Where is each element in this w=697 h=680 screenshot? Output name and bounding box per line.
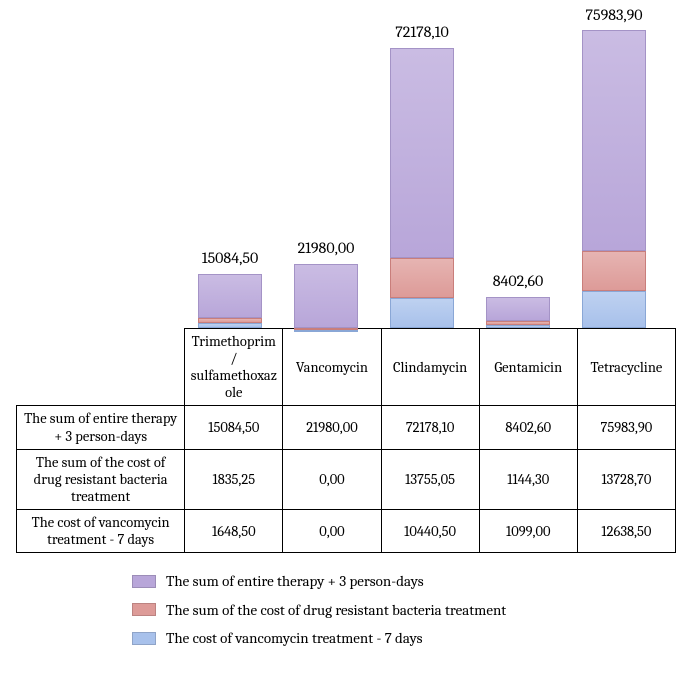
bar-segment (486, 297, 550, 321)
table-corner-blank (17, 329, 185, 406)
table-row: The sum of entire therapy + 3 person-day… (17, 406, 676, 449)
table-cell: 13755,05 (381, 449, 479, 509)
bar-segment (294, 330, 358, 332)
bar-segment (198, 323, 262, 328)
legend-item: The sum of entire therapy + 3 person-day… (132, 567, 679, 596)
legend: The sum of entire therapy + 3 person-day… (132, 567, 679, 653)
bar-segment (486, 325, 550, 328)
bar-data-label: 75983,90 (585, 7, 642, 31)
table-cell: 12638,50 (577, 509, 675, 552)
data-table: Trimethoprim/ sulfamethoxazoleVancomycin… (16, 328, 676, 553)
table-cell: 1835,25 (185, 449, 283, 509)
table-row: The sum of the cost of drug resistant ba… (17, 449, 676, 509)
bar-segment (390, 48, 454, 258)
bar-data-label: 8402,60 (493, 273, 544, 297)
table-column-header: Gentamicin (479, 329, 577, 406)
table-cell: 75983,90 (577, 406, 675, 449)
table-cell: 13728,70 (577, 449, 675, 509)
bar-data-label: 15084,50 (202, 250, 258, 274)
bar-segment (390, 298, 454, 328)
bar-segment (582, 291, 646, 328)
bar-stack: 15084,50 (198, 274, 262, 328)
bar-segment (294, 264, 358, 328)
table-column-header: Vancomycin (283, 329, 381, 406)
table-row-header: The sum of the cost of drug resistant ba… (17, 449, 185, 509)
table-cell: 72178,10 (381, 406, 479, 449)
table-cell: 15084,50 (185, 406, 283, 449)
bar-data-label: 72178,10 (395, 24, 449, 48)
table-cell: 8402,60 (479, 406, 577, 449)
legend-swatch (132, 575, 156, 588)
table-row-header: The sum of entire therapy + 3 person-day… (17, 406, 185, 449)
bar-data-label: 21980,00 (298, 240, 355, 264)
table-cell: 1648,50 (185, 509, 283, 552)
table-row-header: The cost of vancomycin treatment - 7 day… (17, 509, 185, 552)
table-cell: 0,00 (283, 509, 381, 552)
bar-segment (582, 30, 646, 251)
table-cell: 0,00 (283, 449, 381, 509)
bar-stack: 21980,00 (294, 264, 358, 328)
bar-segment (198, 274, 262, 318)
legend-label: The sum of entire therapy + 3 person-day… (166, 567, 424, 596)
table-column-header: Clindamycin (381, 329, 479, 406)
bar-segment (390, 258, 454, 298)
bar-segment (582, 251, 646, 291)
stacked-bar-chart: 15084,50 21980,00 72178,10 8402,60 75983,90 (16, 8, 676, 328)
bar-stack: 75983,90 (582, 30, 646, 328)
legend-swatch (132, 632, 156, 645)
table-row: The cost of vancomycin treatment - 7 day… (17, 509, 676, 552)
legend-label: The cost of vancomycin treatment - 7 day… (166, 624, 423, 653)
table-cell: 1144,30 (479, 449, 577, 509)
table-column-header: Trimethoprim/ sulfamethoxazole (185, 329, 283, 406)
bar-stack: 8402,60 (486, 297, 550, 328)
table-cell: 10440,50 (381, 509, 479, 552)
table-cell: 1099,00 (479, 509, 577, 552)
legend-item: The cost of vancomycin treatment - 7 day… (132, 624, 679, 653)
table-column-header: Tetracycline (577, 329, 675, 406)
legend-item: The sum of the cost of drug resistant ba… (132, 596, 679, 625)
legend-swatch (132, 603, 156, 616)
bar-stack: 72178,10 (390, 48, 454, 328)
legend-label: The sum of the cost of drug resistant ba… (166, 596, 506, 625)
table-cell: 21980,00 (283, 406, 381, 449)
